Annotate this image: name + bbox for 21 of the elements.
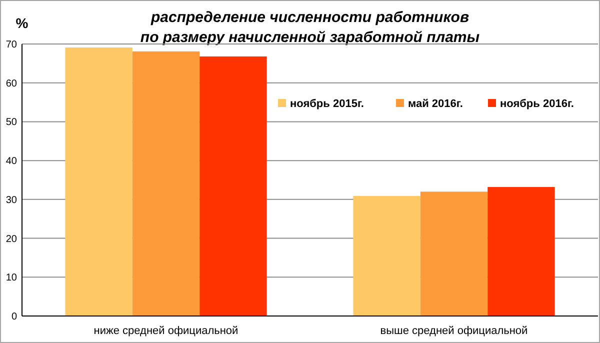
y-tick-label: 70 xyxy=(6,40,18,50)
bar xyxy=(420,192,488,316)
y-axis-title: % xyxy=(16,15,29,31)
legend-label: ноябрь 2016г. xyxy=(500,98,574,110)
bar xyxy=(353,196,420,316)
y-tick-label: 30 xyxy=(6,194,18,206)
x-tick-label: выше средней официальной xyxy=(380,325,528,337)
bar xyxy=(200,56,267,316)
legend-label: ноябрь 2015г. xyxy=(290,98,364,110)
bar xyxy=(65,47,132,316)
y-tick-label: 60 xyxy=(6,78,18,90)
legend-label: май 2016г. xyxy=(408,98,463,110)
y-tick-label: 0 xyxy=(11,312,18,322)
y-tick-label: 50 xyxy=(6,117,18,128)
x-tick-label: ниже средней официальной xyxy=(94,325,238,337)
y-tick-label: 10 xyxy=(6,272,18,284)
bar xyxy=(488,186,555,316)
bar xyxy=(132,51,200,316)
chart-title: распределение численности работников по размеру начисленной заработной платы xyxy=(140,9,480,46)
y-tick-label: 20 xyxy=(6,234,18,245)
y-tick-label: 40 xyxy=(6,156,18,168)
